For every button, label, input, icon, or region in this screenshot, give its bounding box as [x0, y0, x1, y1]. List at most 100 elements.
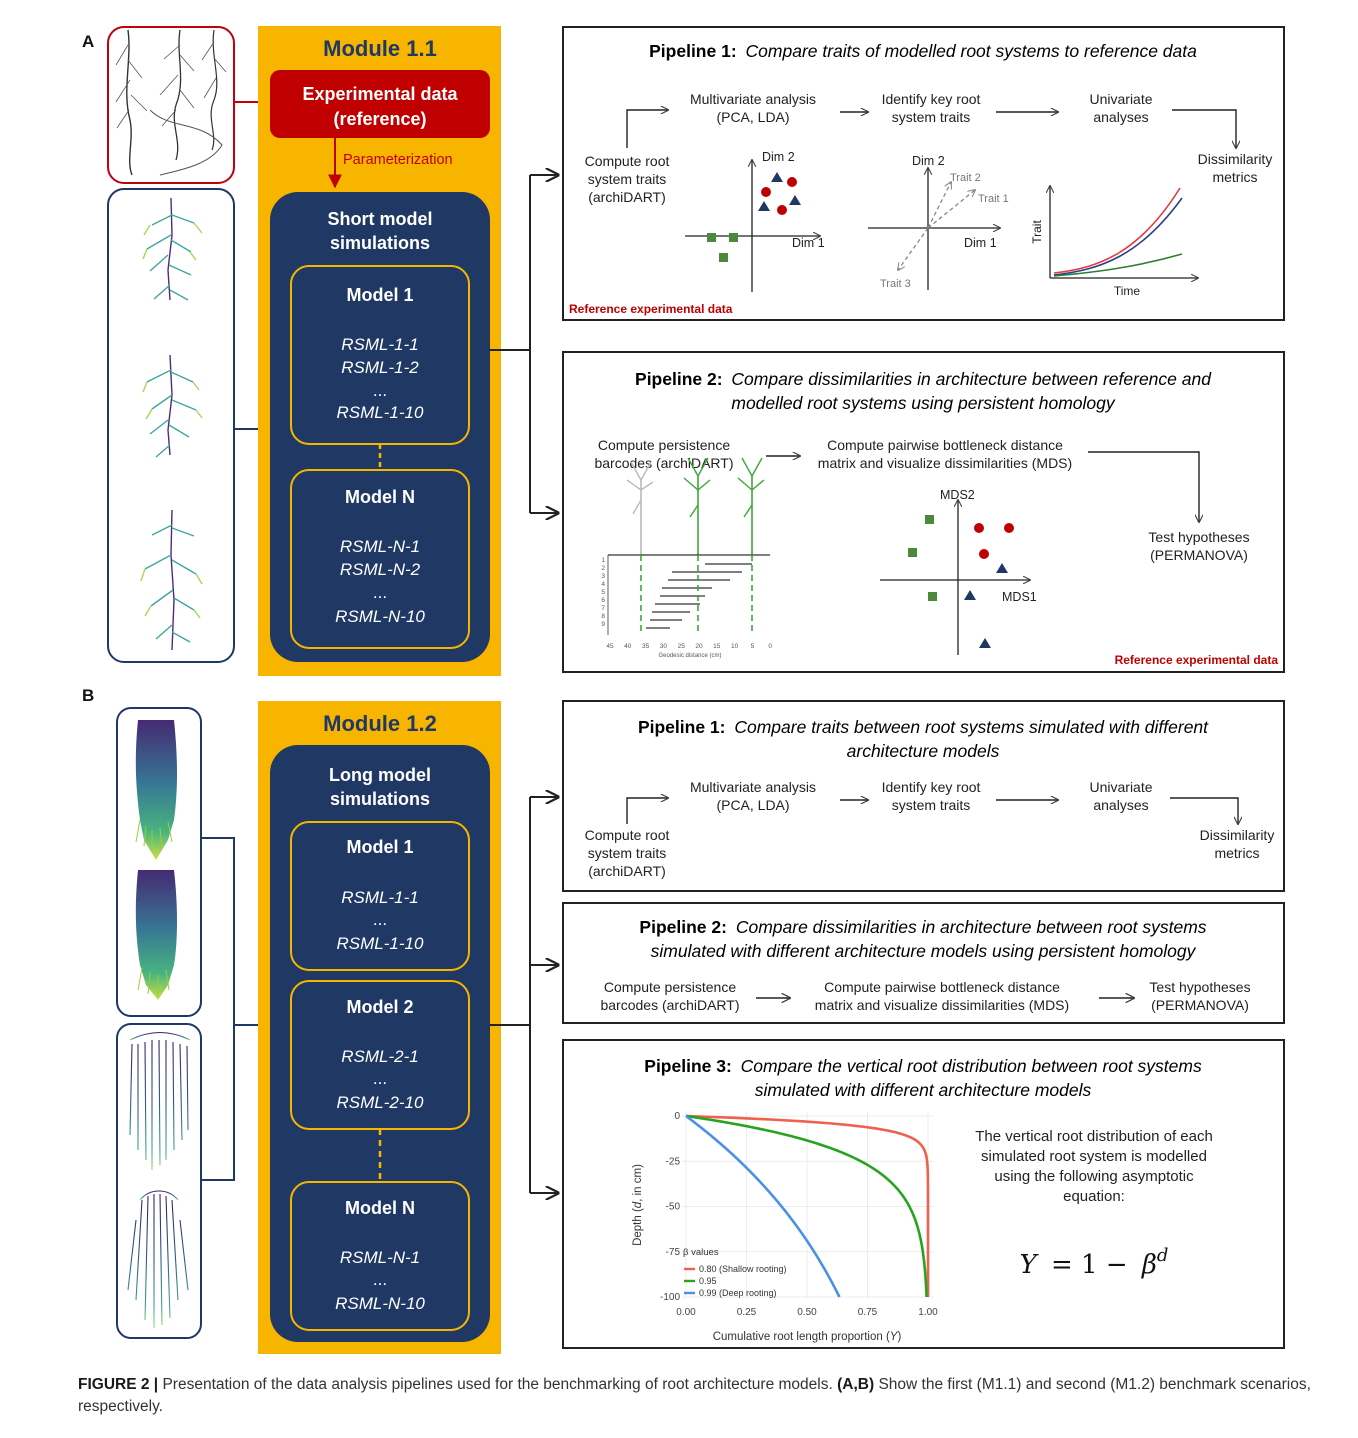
mds2-label: MDS2: [940, 488, 975, 502]
description-line: using the following asymptotic: [994, 1168, 1194, 1185]
chart-y-axis-label: Depth (d, in cm): [632, 1164, 644, 1246]
step-label: (archiDART): [588, 189, 666, 205]
geodesic-axis-label: Geodesic distance (cm): [658, 653, 721, 659]
geodesic-tick-label: 0: [768, 643, 772, 650]
rsml-item: RSML-N-2: [340, 560, 421, 579]
panel-b-label: B: [82, 686, 94, 705]
model-n-box-a: [290, 469, 470, 649]
experimental-root-image: [107, 26, 235, 184]
chart-series-line: [685, 1114, 841, 1298]
step-label: Compute root: [585, 153, 670, 169]
asymptotic-equation: Y = 1 − βd: [1020, 1245, 1169, 1280]
step-label: (PERMANOVA): [1151, 997, 1249, 1013]
panel-a-label: A: [82, 32, 94, 51]
rsml-item: RSML-N-1: [340, 1248, 420, 1267]
trait3-label: Trait 3: [880, 278, 911, 290]
barcode-tick-label: 9: [601, 621, 605, 628]
mds1-label: MDS1: [1002, 590, 1037, 604]
reference-label-p2: Reference experimental data: [1115, 653, 1279, 667]
step-label: barcodes (archiDART): [594, 455, 733, 471]
step-label: matrix and visualize dissimilarities (MD…: [818, 455, 1072, 471]
step-label: Compute pairwise bottleneck distance: [827, 437, 1063, 453]
step-label: Multivariate analysis: [690, 91, 816, 107]
step-label: (PCA, LDA): [716, 797, 789, 813]
chart-legend: β values 0.80 (Shallow rooting) 0.95 0.9…: [683, 1247, 787, 1298]
model-2-title-b: Model 2: [346, 997, 413, 1017]
mds-markers: [908, 515, 1014, 648]
step-label: Univariate: [1089, 91, 1152, 107]
step-label: system traits: [588, 845, 667, 861]
chart-x-tick: 0.25: [737, 1307, 757, 1318]
p2b-title-2: simulated with different architecture mo…: [651, 941, 1197, 961]
barcode-tick-label: 1: [601, 557, 605, 564]
rsml-item: ...: [373, 910, 387, 929]
step-label: Test hypotheses: [1149, 979, 1250, 995]
chart-x-axis-label: Cumulative root length proportion (Y): [713, 1331, 902, 1343]
step-label: (archiDART): [588, 863, 666, 879]
module-1-1: Module 1.1 Experimental data (reference)…: [258, 26, 501, 676]
rsml-item: RSML-2-10: [337, 1093, 424, 1112]
svg-text:Pipeline 2: Compare diss: Pipeline 2: Compare dissimilarities in a…: [639, 917, 1206, 937]
chart-y-tick: -25: [666, 1156, 681, 1167]
model-1-title-a: Model 1: [346, 285, 413, 305]
pca-dim1-label: Dim 1: [792, 236, 825, 250]
model-n-title-a: Model N: [345, 487, 415, 507]
chart-series-line: [685, 1114, 930, 1297]
experimental-data-label: Experimental data: [302, 84, 458, 104]
barcode-tick-label: 7: [601, 605, 605, 612]
geodesic-tick-label: 20: [695, 643, 703, 650]
step-label: Compute root: [585, 827, 670, 843]
pipeline-2-a: Pipeline 2: Compare dissimilarities in a…: [562, 351, 1285, 673]
model-n-title-b: Model N: [345, 1198, 415, 1218]
caption-rest: Show the first (M1.1) and second (M1.2) …: [78, 1376, 1311, 1415]
short-simulations-box: [270, 192, 490, 662]
trait2-label: Trait 2: [950, 172, 981, 184]
trait-axis-label: Trait: [1030, 220, 1044, 244]
model-1-box-b: [290, 821, 470, 971]
caption-label: FIGURE 2 |: [78, 1376, 159, 1393]
step-label: Dissimilarity: [1200, 827, 1275, 843]
barcode-tick-label: 4: [601, 581, 605, 588]
step-label: Identify key root: [882, 779, 981, 795]
rsml-item: ...: [373, 1270, 387, 1289]
rsml-item: RSML-N-1: [340, 537, 420, 556]
chart-y-tick: 0: [674, 1111, 680, 1122]
rsml-item: RSML-1-1: [341, 335, 418, 354]
step-label: analyses: [1093, 797, 1148, 813]
module-1-2: Module 1.2 Long model simulations Model …: [258, 701, 501, 1354]
description-line: equation:: [1063, 1188, 1125, 1205]
rsml-item: RSML-N-10: [335, 1294, 425, 1313]
geodesic-tick-label: 10: [731, 643, 739, 650]
pipeline-3-b: Pipeline 3: Compare the vertical root di…: [562, 1039, 1285, 1349]
pipeline-2-b: Pipeline 2: Compare dissimilarities in a…: [562, 902, 1285, 1024]
p3b-title-2: simulated with different architecture mo…: [755, 1080, 1092, 1100]
parameterization-label: Parameterization: [343, 152, 453, 168]
pca-markers: [707, 172, 801, 262]
long-sims-title-1: Long model: [329, 765, 431, 785]
step-label: (PERMANOVA): [1150, 547, 1248, 563]
chart-y-tick: -100: [660, 1292, 680, 1303]
model-1-title-b: Model 1: [346, 837, 413, 857]
connector-b: [490, 797, 558, 1193]
geodesic-tick-label: 15: [713, 643, 721, 650]
long-simulations-box: [270, 745, 490, 1342]
description-line: simulated root system is modelled: [981, 1148, 1207, 1165]
step-label: (PCA, LDA): [716, 109, 789, 125]
chart-x-tick: 0.75: [858, 1307, 878, 1318]
step-label: Compute persistence: [598, 437, 731, 453]
step-label: system traits: [588, 171, 667, 187]
reference-label-p1: Reference experimental data: [569, 302, 733, 316]
simulated-root-images-b: [116, 707, 202, 1339]
legend-item: 0.80 (Shallow rooting): [699, 1264, 787, 1274]
barcode-tick-label: 8: [601, 613, 605, 620]
chart-x-tick: 0.00: [676, 1307, 696, 1318]
step-label: system traits: [892, 797, 971, 813]
caption-refs: (A,B): [837, 1376, 875, 1393]
legend-item: 0.99 (Deep rooting): [699, 1288, 777, 1298]
simulated-root-images-a: [107, 188, 235, 663]
step-label: matrix and visualize dissimilarities (MD…: [815, 997, 1069, 1013]
rsml-item: RSML-1-1: [341, 888, 418, 907]
geodesic-tick-label: 5: [751, 643, 755, 650]
